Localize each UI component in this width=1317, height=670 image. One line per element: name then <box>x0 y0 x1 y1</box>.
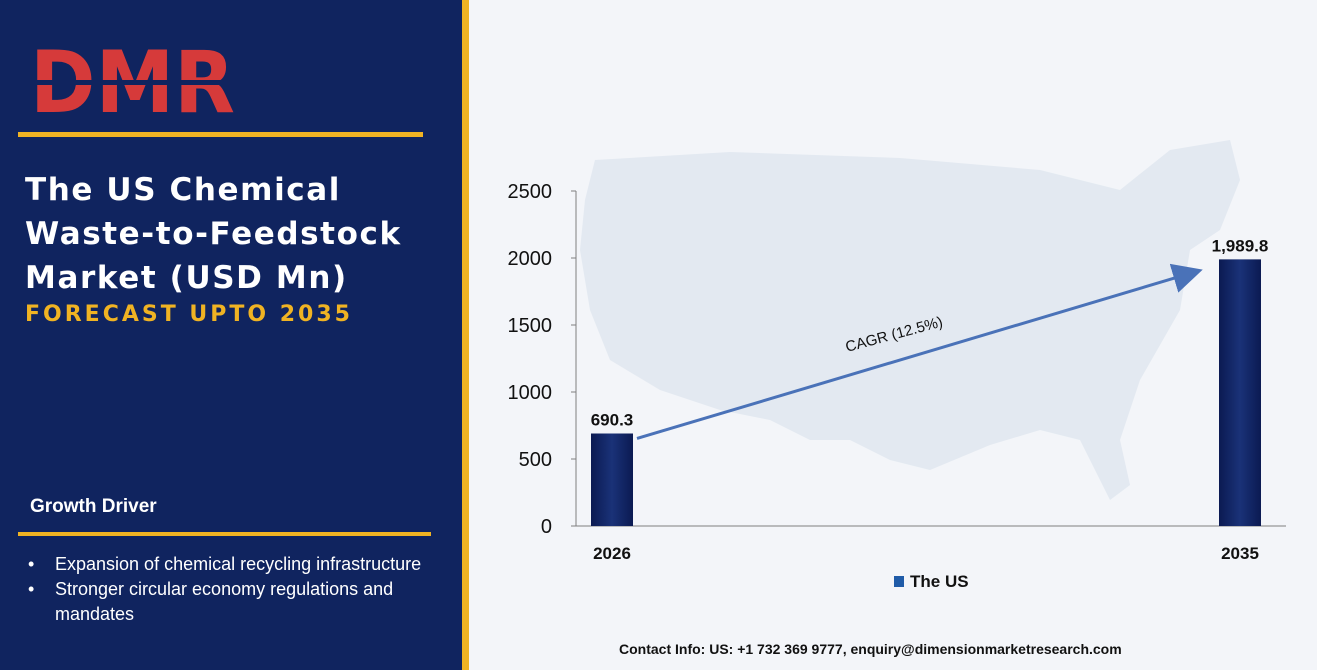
cagr-arrow <box>636 263 1203 440</box>
x-tick-label-2035: 2035 <box>1221 544 1259 563</box>
bar-2035 <box>1219 259 1261 526</box>
y-tick-label: 500 <box>519 449 552 471</box>
x-tick-label-2026: 2026 <box>593 544 631 563</box>
gold-divider <box>462 0 469 670</box>
contact-info: Contact Info: US: +1 732 369 9777, enqui… <box>619 641 1122 657</box>
title-line-3: Market (USD Mn) <box>25 260 348 296</box>
list-item-text: Stronger circular economy regulations an… <box>55 579 394 624</box>
y-tick-label: 1500 <box>508 315 553 337</box>
dmr-logo: DMR <box>30 40 240 120</box>
y-tick-label: 2000 <box>508 248 553 270</box>
title-line-1: The US Chemical <box>25 172 342 208</box>
x-axis-labels: 2026 2035 <box>593 544 1259 563</box>
y-tick-label: 2500 <box>508 181 553 203</box>
list-item: • Stronger circular economy regulations a… <box>28 577 448 627</box>
list-item-text: Expansion of chemical recycling infrastr… <box>55 554 422 574</box>
y-tick-label: 0 <box>541 516 552 538</box>
legend: The US <box>894 572 969 591</box>
bullet-icon: • <box>28 554 35 574</box>
data-label-2035: 1,989.8 <box>1212 236 1269 255</box>
growth-driver-list: • Expansion of chemical recycling infrast… <box>28 552 448 627</box>
growth-driver-heading: Growth Driver <box>30 496 157 517</box>
bar-data-labels: 690.3 1,989.8 <box>591 236 1269 429</box>
bar-2026 <box>591 433 633 526</box>
y-tick-label: 1000 <box>508 382 553 404</box>
logo-underline <box>18 132 423 137</box>
title-line-2: Waste-to-Feedstock <box>25 216 402 252</box>
left-panel <box>0 0 462 670</box>
data-label-2026: 690.3 <box>591 410 634 429</box>
us-map-background <box>580 140 1240 500</box>
y-axis-ticks: 0 500 1000 1500 2000 2500 <box>508 181 576 538</box>
list-item: • Expansion of chemical recycling infrast… <box>28 552 448 577</box>
page-subtitle: FORECAST UPTO 2035 <box>25 302 353 327</box>
bullet-icon: • <box>28 579 35 599</box>
growth-driver-underline <box>18 532 431 536</box>
bar-series <box>591 259 1261 526</box>
page-title: The US Chemical Waste-to-Feedstock Marke… <box>25 168 455 300</box>
legend-label: The US <box>910 572 969 591</box>
legend-swatch <box>894 576 904 587</box>
